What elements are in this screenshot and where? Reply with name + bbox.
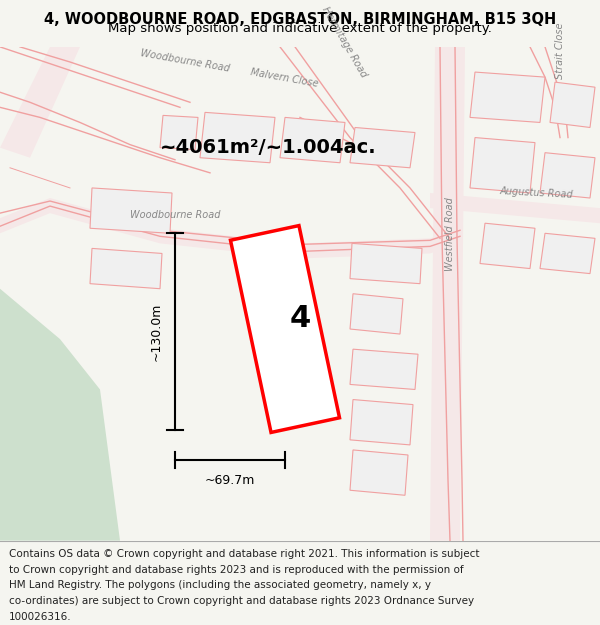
Text: Contains OS data © Crown copyright and database right 2021. This information is : Contains OS data © Crown copyright and d… (9, 549, 479, 559)
Text: Hermitage Road: Hermitage Road (320, 5, 368, 79)
Text: 4: 4 (289, 304, 311, 334)
Text: Westfield Road: Westfield Road (445, 197, 455, 271)
Polygon shape (430, 193, 600, 223)
Text: Map shows position and indicative extent of the property.: Map shows position and indicative extent… (108, 22, 492, 35)
Text: ~4061m²/~1.004ac.: ~4061m²/~1.004ac. (160, 138, 377, 157)
Text: ~69.7m: ~69.7m (205, 474, 255, 487)
Text: co-ordinates) are subject to Crown copyright and database rights 2023 Ordnance S: co-ordinates) are subject to Crown copyr… (9, 596, 474, 606)
Text: Malvern Close: Malvern Close (250, 68, 319, 89)
Polygon shape (350, 127, 415, 168)
Text: 4, WOODBOURNE ROAD, EDGBASTON, BIRMINGHAM, B15 3QH: 4, WOODBOURNE ROAD, EDGBASTON, BIRMINGHA… (44, 12, 556, 27)
Polygon shape (200, 112, 275, 162)
Text: 100026316.: 100026316. (9, 611, 71, 621)
Text: to Crown copyright and database rights 2023 and is reproduced with the permissio: to Crown copyright and database rights 2… (9, 564, 464, 574)
Polygon shape (470, 138, 535, 193)
Polygon shape (540, 152, 595, 198)
Polygon shape (160, 116, 198, 149)
Polygon shape (280, 118, 345, 162)
Polygon shape (480, 223, 535, 269)
Text: HM Land Registry. The polygons (including the associated geometry, namely x, y: HM Land Registry. The polygons (includin… (9, 580, 431, 590)
Polygon shape (350, 399, 413, 445)
Polygon shape (90, 248, 162, 289)
Text: ~130.0m: ~130.0m (150, 302, 163, 361)
Text: Augustus Road: Augustus Road (500, 186, 574, 200)
Polygon shape (350, 243, 422, 284)
Polygon shape (540, 233, 595, 274)
Polygon shape (550, 82, 595, 127)
Polygon shape (350, 450, 408, 495)
Polygon shape (0, 198, 460, 259)
Polygon shape (0, 47, 80, 158)
Polygon shape (230, 226, 340, 432)
Polygon shape (430, 47, 465, 541)
Polygon shape (350, 349, 418, 389)
Polygon shape (0, 289, 120, 541)
Text: Woodbourne Road: Woodbourne Road (140, 49, 231, 74)
Polygon shape (350, 294, 403, 334)
Polygon shape (90, 188, 172, 233)
Text: Strait Close: Strait Close (555, 22, 565, 79)
Polygon shape (470, 72, 545, 122)
Text: Woodbourne Road: Woodbourne Road (130, 210, 221, 220)
